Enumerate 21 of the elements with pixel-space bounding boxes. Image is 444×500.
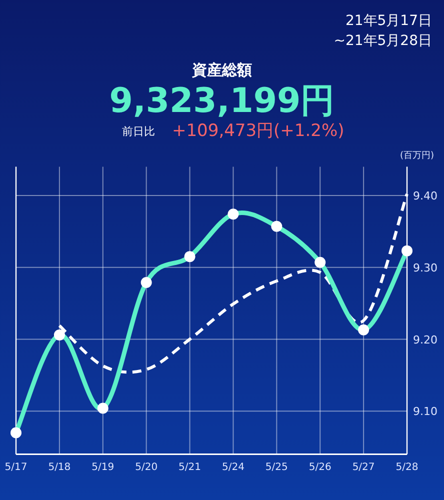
x-tick-label: 5/19 [92, 462, 114, 473]
text: +109,473円(+1.2%) [172, 121, 344, 141]
x-tick-label: 5/24 [222, 462, 244, 473]
chart-subtitle: 9,323,199円 [109, 81, 335, 121]
chart-title: 資産総額 [191, 61, 252, 79]
x-tick-label: 5/25 [265, 462, 288, 473]
x-tick-label: 5/17 [4, 462, 28, 473]
y-tick-label: 9.30 [413, 261, 438, 274]
x-tick-label: 5/28 [396, 462, 418, 473]
y-axis-title: (百万円) [400, 151, 434, 161]
y-tick-label: 9.40 [413, 189, 438, 202]
x-tick-label: 5/20 [135, 462, 158, 473]
x-tick-label: 5/21 [178, 462, 202, 473]
x-tick-label: 5/27 [352, 462, 375, 473]
x-tick-label: 5/26 [308, 462, 332, 473]
text: 前日比 [122, 125, 155, 138]
text: 21年5月17日 [345, 13, 432, 29]
y-tick-label: 9.10 [413, 405, 438, 418]
y-tick-label: 9.20 [413, 333, 438, 346]
text: ~21年5月28日 [334, 33, 432, 49]
x-tick-label: 5/18 [48, 462, 71, 473]
